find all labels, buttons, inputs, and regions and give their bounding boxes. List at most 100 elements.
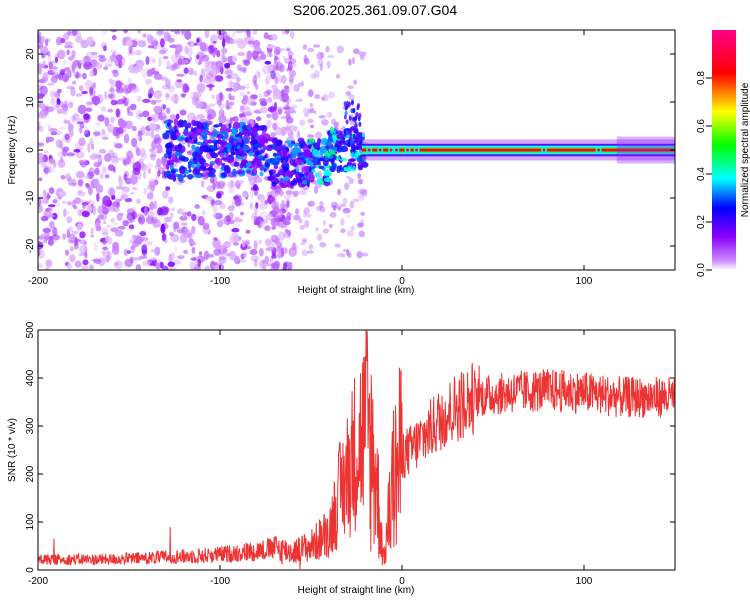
spectrogram-cell	[264, 255, 270, 265]
spectrogram-cell	[173, 259, 181, 265]
spectrogram-cell	[77, 104, 87, 115]
spectrogram-cell	[107, 108, 114, 113]
spectrogram-cell	[117, 225, 126, 230]
spectrogram-cell	[344, 110, 348, 116]
spectrogram-cell	[174, 144, 182, 152]
spectrogram-cell	[45, 208, 51, 213]
spectrogram-cell	[313, 110, 317, 115]
spectrogram-cell	[178, 208, 185, 212]
spectrogram-cell	[315, 131, 322, 139]
spectrogram-cell	[323, 169, 332, 177]
spectrogram-cell	[319, 242, 327, 248]
spectrogram-cell	[63, 110, 68, 115]
y-tick-label: 0	[25, 567, 36, 573]
spectrogram-cell	[73, 241, 79, 250]
spectrogram-cell	[310, 124, 314, 129]
spectrogram-cell	[191, 246, 196, 254]
spectrogram-cell	[212, 129, 218, 138]
spectrogram-cell	[276, 244, 283, 252]
spectrogram-cell	[101, 166, 107, 175]
spectrogram-cell	[82, 72, 87, 80]
spectrogram-cell	[64, 249, 69, 256]
spectrogram-cell	[285, 124, 291, 132]
spectrogram-cell	[153, 134, 161, 143]
spectrogram-cell	[49, 127, 58, 132]
spectrogram-cell	[75, 93, 83, 97]
spectrogram-cell	[597, 148, 601, 152]
y-tick-label: -10	[25, 190, 36, 205]
spectrogram-cell	[229, 72, 239, 80]
spectrogram-cell	[302, 44, 308, 50]
spectrogram-cell	[148, 177, 156, 186]
spectrogram-cell	[89, 66, 95, 70]
spectrogram-cell	[176, 113, 180, 120]
spectrogram-cell	[57, 49, 66, 60]
spectrogram-cell	[245, 30, 250, 35]
spectrogram-cell	[114, 198, 123, 202]
spectrogram-cell	[192, 157, 196, 161]
spectrogram-cell	[360, 190, 367, 196]
spectrogram-cell	[349, 127, 353, 133]
spectrogram-cell	[208, 173, 216, 178]
spectrogram-cell	[271, 181, 277, 187]
spectrogram-cell	[101, 246, 109, 251]
colorbar-tick-label: 0.6	[696, 119, 707, 133]
spectrogram-cell	[266, 113, 272, 118]
spectrogram-cell	[171, 53, 179, 64]
spectrogram-cell	[250, 189, 254, 199]
spectrogram-cell	[201, 54, 210, 62]
spectrogram-cell	[212, 180, 220, 187]
spectrogram-cell	[138, 136, 143, 142]
spectrogram-cell	[83, 175, 90, 180]
spectrogram-cell	[165, 186, 171, 191]
spectrogram-cell	[270, 132, 277, 138]
spectrogram-cell	[143, 187, 147, 195]
spectrogram-cell	[275, 62, 279, 71]
spectrogram-cell	[149, 86, 154, 96]
spectrogram-cell	[162, 189, 169, 199]
spectrogram-cell	[89, 264, 94, 270]
spectrogram-cell	[144, 241, 153, 246]
spectrogram-cell	[353, 144, 357, 150]
spectrogram-cell	[349, 200, 355, 209]
spectrogram-cell	[265, 74, 271, 85]
spectrogram-cell	[328, 91, 335, 99]
spectrogram-cell	[260, 149, 265, 154]
spectrogram-cell	[283, 126, 291, 134]
spectrogram-cell	[161, 233, 167, 242]
spectrogram-cell	[280, 150, 285, 159]
spectrogram-cell	[215, 100, 222, 105]
spectrogram-cell	[218, 252, 227, 261]
spectrogram-cell	[47, 238, 55, 246]
spectrogram-cell	[235, 170, 244, 175]
spectrogram-cell	[307, 89, 314, 97]
spectrogram-cell	[137, 257, 143, 261]
spectrogram-cell	[103, 45, 107, 52]
spectrogram-cell	[231, 55, 238, 63]
spectrogram-cell	[149, 262, 154, 267]
spectrogram-cell	[121, 186, 130, 193]
spectrogram-cell	[343, 140, 347, 146]
spectrogram-cell	[194, 204, 200, 209]
spectrogram-cell	[286, 48, 291, 52]
spectrogram-cell	[197, 61, 201, 65]
spectrogram-cell	[281, 247, 288, 255]
spectrogram-cell	[123, 30, 128, 34]
spectrogram-cell	[338, 147, 346, 153]
spectrogram-cell	[44, 155, 49, 163]
spectrogram-cell	[91, 152, 96, 161]
spectrogram-cell	[173, 246, 178, 253]
spectrogram-cell	[168, 151, 172, 160]
spectrogram-cell	[105, 254, 110, 263]
spectrogram-cell	[270, 185, 277, 190]
spectrogram-cell	[89, 70, 95, 77]
spectrogram-cell	[252, 184, 258, 191]
y-tick-label: 200	[25, 465, 36, 482]
spectrogram-cell	[128, 44, 133, 54]
spectrogram-cell	[274, 55, 279, 61]
spectrogram-cell	[47, 50, 51, 57]
snr-ticks: -200 -100 0 100 0 100 200 300 400 500	[25, 321, 675, 587]
spectrogram-cell	[47, 124, 52, 133]
colorbar-label: Normalized spectral amplitude	[740, 82, 750, 217]
